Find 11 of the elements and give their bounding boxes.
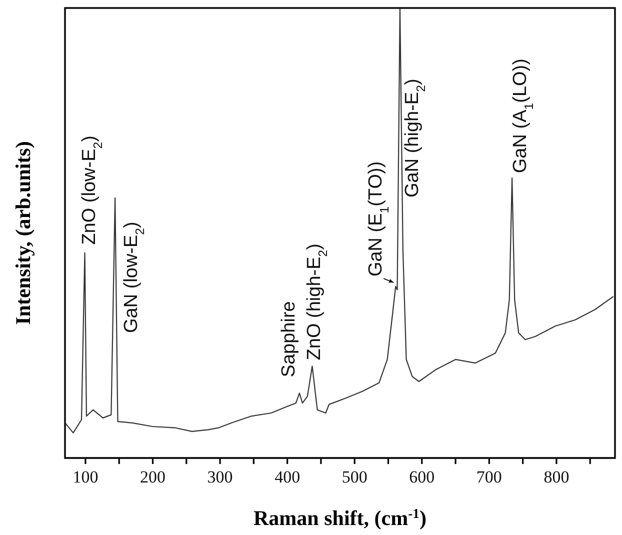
x-tick-label: 100 <box>72 467 98 486</box>
x-tick-label: 600 <box>409 467 435 486</box>
x-tick-label: 200 <box>140 467 166 486</box>
annotation: Sapphire <box>278 301 300 378</box>
y-axis-title: Intensity, (arb.units) <box>11 141 35 325</box>
x-tick-label: 700 <box>476 467 502 486</box>
x-tick-label: 800 <box>544 467 570 486</box>
x-tick-label: 400 <box>274 467 300 486</box>
x-tick-label: 300 <box>207 467 233 486</box>
x-axis-title: Raman shift, (cm$^{-1}$) <box>254 506 426 530</box>
x-tick-label: 500 <box>342 467 368 486</box>
